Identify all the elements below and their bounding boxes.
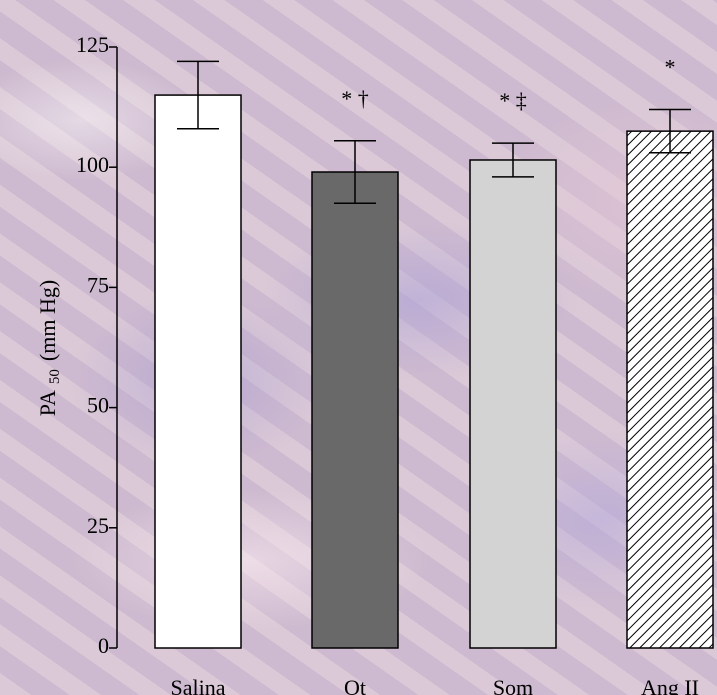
- page: {"chart_data": {"type": "bar", "ylabel":…: [0, 0, 717, 695]
- x-tick-label: Ang II: [641, 675, 699, 695]
- y-tick-label: 75: [87, 272, 109, 297]
- annotation: * ‡: [499, 88, 527, 113]
- x-tick-label: Ot: [344, 675, 366, 695]
- bar: [155, 95, 241, 648]
- y-label-unit: (mm Hg): [35, 280, 60, 361]
- bar: [627, 131, 713, 648]
- y-tick-label: 0: [98, 633, 109, 658]
- y-tick-label: 25: [87, 513, 109, 538]
- y-label-main: PA: [35, 390, 60, 416]
- y-tick-label: 100: [76, 152, 109, 177]
- y-tick-label: 50: [87, 393, 109, 418]
- x-tick-label: Salina: [171, 675, 226, 695]
- y-label-subscript: 50: [47, 369, 63, 384]
- chart: PA 50 (mm Hg) 0 25 50 75 100 125 Salina * † Ot * ‡ S…: [0, 0, 717, 695]
- bar: [470, 160, 556, 648]
- bar: [312, 172, 398, 648]
- y-axis-label: PA 50 (mm Hg): [35, 280, 63, 416]
- x-tick-label: Som: [493, 675, 533, 695]
- annotation: *: [665, 55, 676, 80]
- y-tick-label: 125: [76, 32, 109, 57]
- annotation: * †: [341, 86, 369, 111]
